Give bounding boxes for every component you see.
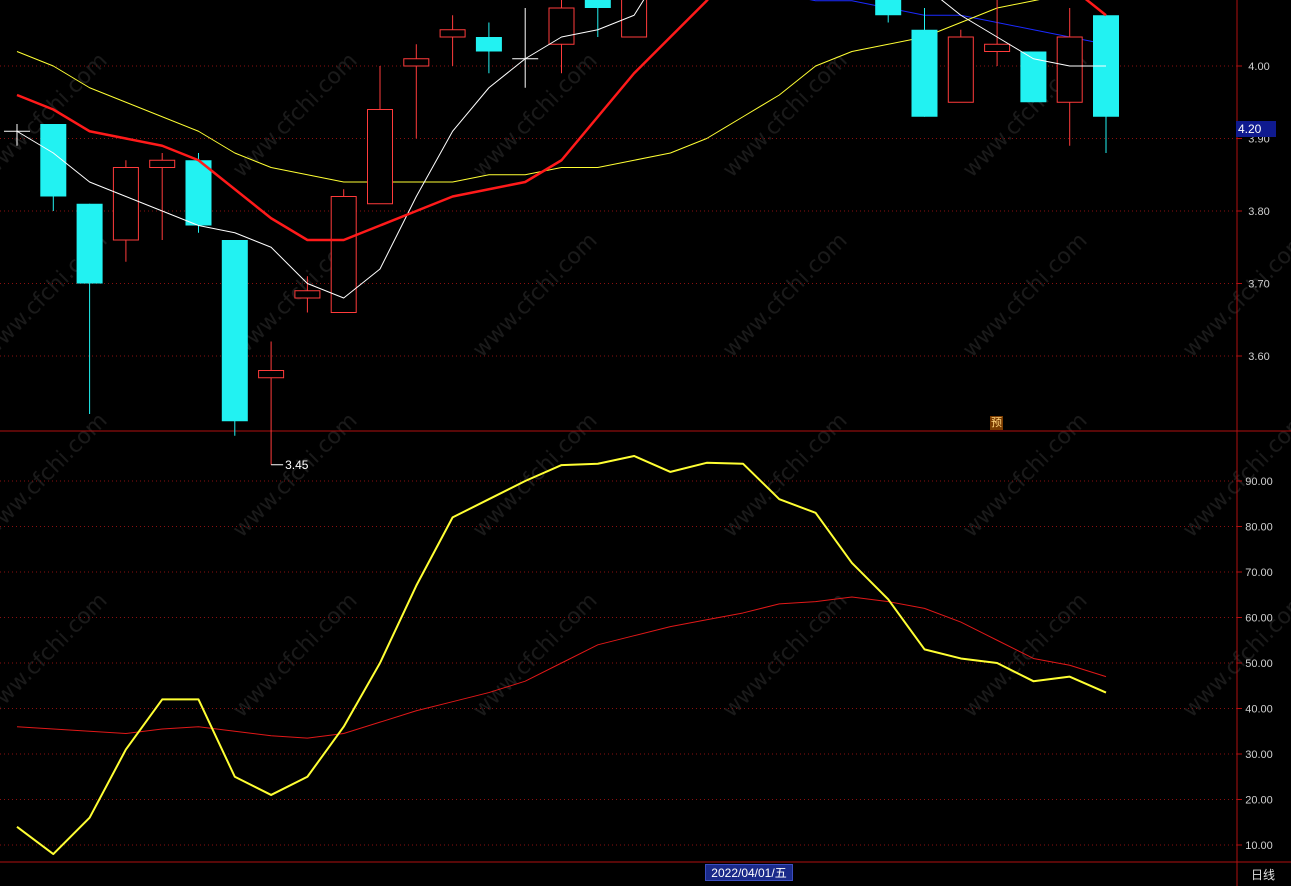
watermark-text: www.cfchi.com: [718, 408, 852, 542]
watermark-text: www.cfchi.com: [0, 588, 113, 722]
indicator-tick-label: 10.00: [1245, 840, 1273, 852]
candle-body: [984, 43, 1011, 52]
candle-body: [367, 109, 393, 205]
grid-lines: [0, 65, 1237, 846]
ma-line-red: [16, 0, 1107, 242]
candle-body: [185, 160, 212, 226]
indicator-tick-label: 30.00: [1245, 749, 1273, 761]
candle-body: [1020, 51, 1047, 103]
candle-body: [1056, 36, 1083, 103]
watermark-text: www.cfchi.com: [718, 48, 852, 182]
watermark-text: www.cfchi.com: [228, 588, 362, 722]
price-panel[interactable]: 4.573.45: [4, 0, 1119, 472]
watermark-text: www.cfchi.com: [718, 588, 852, 722]
indicator-tick-label: 60.00: [1245, 613, 1273, 625]
indicator-tick-label: 40.00: [1245, 704, 1273, 716]
watermark-text: www.cfchi.com: [228, 48, 362, 182]
candle-body: [584, 0, 611, 8]
period-tab-daily[interactable]: 日线: [1250, 868, 1275, 882]
candle-body: [548, 7, 575, 45]
indicator-tick-label: 20.00: [1245, 795, 1273, 807]
ma-line-white: [16, 0, 1106, 299]
watermark-text: www.cfchi.com: [1178, 228, 1291, 362]
candle-body: [221, 240, 248, 422]
watermark-text: www.cfchi.com: [1178, 408, 1291, 542]
indicator-line-red: [16, 596, 1107, 739]
low-price-label: 3.45: [285, 458, 309, 472]
indicator-tick-label: 80.00: [1245, 522, 1273, 534]
candle-body: [258, 370, 285, 379]
watermark-text: www.cfchi.com: [468, 48, 602, 182]
watermark-text: www.cfchi.com: [468, 228, 602, 362]
watermark-text: www.cfchi.com: [958, 588, 1092, 722]
candle-body: [403, 58, 430, 67]
candle-body: [475, 37, 502, 52]
price-tick-label: 3.70: [1248, 279, 1269, 291]
price-tick-label: 4.10: [1248, 0, 1269, 1]
forecast-badge[interactable]: 预: [990, 416, 1003, 430]
watermark-layer: www.cfchi.com www.cfchi.com www.cfchi.com w…: [0, 48, 1291, 722]
indicator-panel[interactable]: [16, 454, 1107, 856]
price-tick-label: 3.80: [1248, 206, 1269, 218]
candle-body: [76, 203, 103, 284]
watermark-text: www.cfchi.com: [1178, 588, 1291, 722]
candle-body: [875, 0, 902, 16]
watermark-text: www.cfchi.com: [718, 228, 852, 362]
candle-body: [294, 290, 321, 299]
watermark-text: www.cfchi.com: [0, 408, 113, 542]
price-tick-label: 4.00: [1248, 61, 1269, 73]
watermark-text: www.cfchi.com: [468, 588, 602, 722]
candle-body: [112, 167, 139, 241]
candle-body: [439, 29, 466, 38]
watermark-text: www.cfchi.com: [228, 408, 362, 542]
watermark-text: www.cfchi.com: [958, 408, 1092, 542]
candle-body: [330, 196, 357, 313]
candle-body: [149, 159, 176, 168]
candle-body: [947, 36, 974, 103]
candle-body: [911, 29, 938, 117]
watermark-text: www.cfchi.com: [468, 408, 602, 542]
price-tick-label: 3.60: [1248, 351, 1269, 363]
indicator-tick-label: 90.00: [1245, 476, 1273, 488]
cursor-date-label: 2022/04/01/五: [705, 864, 793, 881]
watermark-text: www.cfchi.com: [958, 228, 1092, 362]
indicator-tick-label: 70.00: [1245, 567, 1273, 579]
current-price-tag: 4.20: [1236, 121, 1276, 137]
indicator-line-yellow: [16, 454, 1107, 856]
indicator-tick-label: 50.00: [1245, 658, 1273, 670]
